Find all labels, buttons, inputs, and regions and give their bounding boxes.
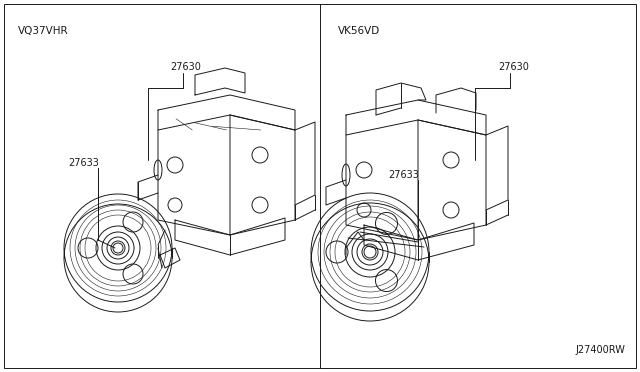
Text: VQ37VHR: VQ37VHR [18,26,68,36]
Text: VK56VD: VK56VD [338,26,380,36]
Text: 27633: 27633 [388,170,419,180]
Text: J27400RW: J27400RW [575,345,625,355]
Text: 27630: 27630 [498,62,529,72]
Text: 27633: 27633 [68,158,99,168]
Text: 27630: 27630 [170,62,201,72]
